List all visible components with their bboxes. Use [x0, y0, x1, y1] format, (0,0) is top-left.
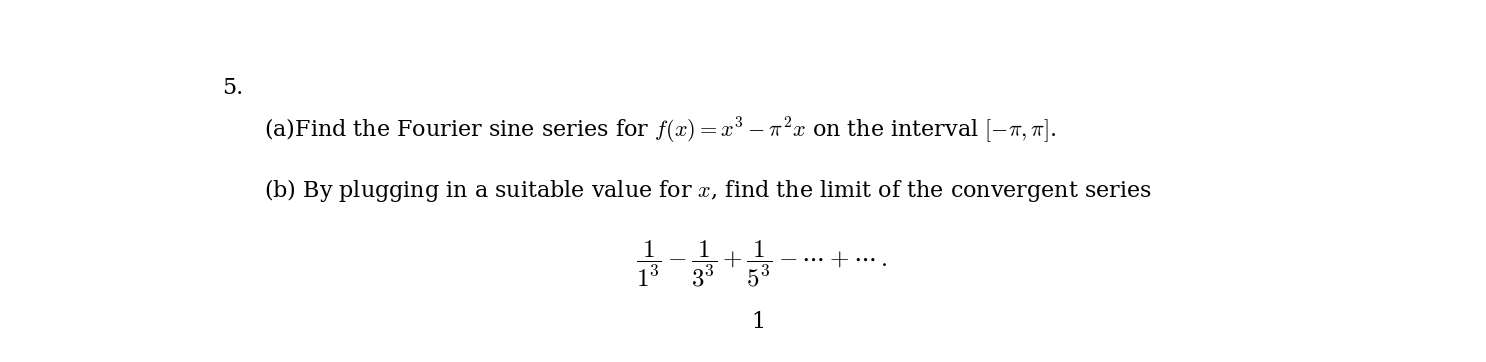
- Text: (b) By plugging in a suitable value for $x$, find the limit of the convergent se: (b) By plugging in a suitable value for …: [265, 177, 1152, 204]
- Text: 1: 1: [750, 311, 765, 333]
- Text: $\dfrac{1}{1^3} - \dfrac{1}{3^3} + \dfrac{1}{5^3} - \cdots + \cdots\,.$: $\dfrac{1}{1^3} - \dfrac{1}{3^3} + \dfra…: [636, 239, 887, 289]
- Text: 5.: 5.: [223, 77, 244, 99]
- Text: (a)Find the Fourier sine series for $f(x) = x^3 - \pi^2 x$ on the interval $[-\p: (a)Find the Fourier sine series for $f(x…: [265, 116, 1057, 146]
